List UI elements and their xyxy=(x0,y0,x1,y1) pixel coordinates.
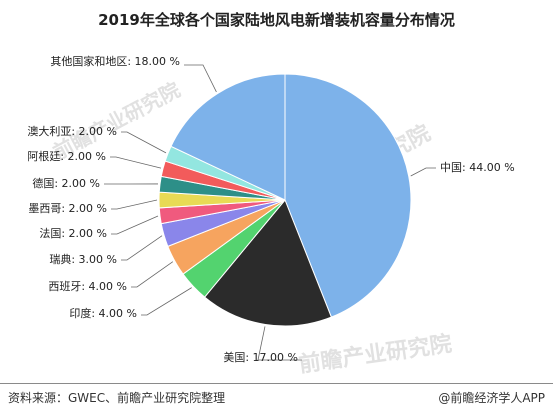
pie-slices xyxy=(159,74,411,326)
slice-label: 美国: 17.00 % xyxy=(223,351,298,364)
slice-label: 澳大利亚: 2.00 % xyxy=(27,124,117,138)
slice-label: 西班牙: 4.00 % xyxy=(48,280,127,293)
slice-label: 其他国家和地区: 18.00 % xyxy=(50,54,180,68)
leader-line xyxy=(111,200,157,209)
leader-line xyxy=(111,216,158,234)
slice-label: 阿根廷: 2.00 % xyxy=(27,149,106,163)
footer-source: 资料来源：GWEC、前瞻产业研究院整理 xyxy=(8,389,225,406)
leader-line xyxy=(110,157,161,168)
slice-label: 法国: 2.00 % xyxy=(39,226,107,240)
leader-line xyxy=(184,65,216,92)
leader-line xyxy=(121,132,166,153)
slice-label: 印度: 4.00 % xyxy=(69,306,137,320)
pie-chart: 前瞻产业研究院前瞻产业研究院前瞻产业研究院 中国: 44.00 %美国: 17.… xyxy=(0,0,553,383)
leader-line xyxy=(141,288,192,315)
footer: 资料来源：GWEC、前瞻产业研究院整理 @前瞻经济学人APP xyxy=(0,383,553,417)
watermark-text: 前瞻产业研究院 xyxy=(297,331,453,378)
slice-label: 墨西哥: 2.00 % xyxy=(28,202,107,215)
leader-line xyxy=(411,168,436,176)
slice-label: 瑞典: 3.00 % xyxy=(49,252,117,266)
slice-label: 中国: 44.00 % xyxy=(440,161,515,174)
footer-brand: @前瞻经济学人APP xyxy=(438,389,545,406)
leader-line xyxy=(121,236,162,260)
leader-line xyxy=(131,262,173,287)
slice-label: 德国: 2.00 % xyxy=(32,176,100,190)
